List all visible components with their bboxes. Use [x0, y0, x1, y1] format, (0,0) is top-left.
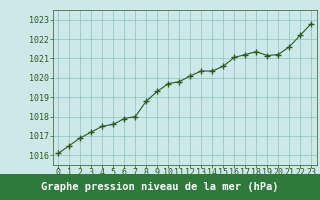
Text: Graphe pression niveau de la mer (hPa): Graphe pression niveau de la mer (hPa): [41, 182, 279, 192]
